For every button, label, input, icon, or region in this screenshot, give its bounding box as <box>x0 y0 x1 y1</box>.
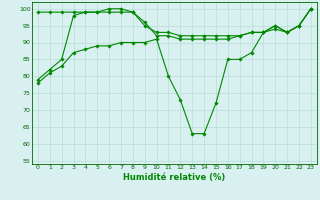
X-axis label: Humidité relative (%): Humidité relative (%) <box>123 173 226 182</box>
